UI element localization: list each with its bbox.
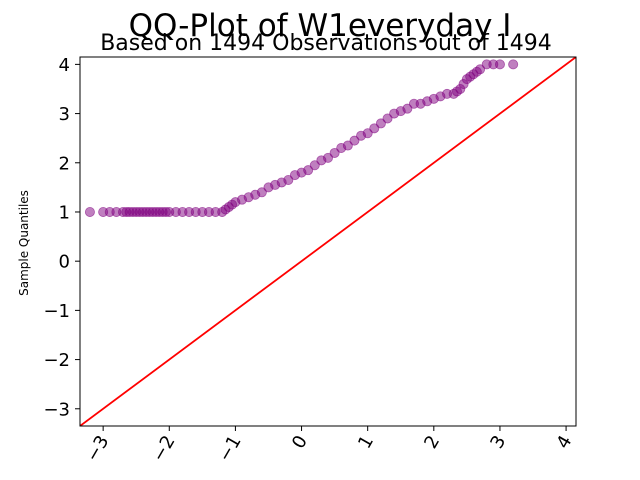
- y-tick-label: 3: [59, 104, 70, 125]
- x-tick-label: −2: [148, 432, 179, 465]
- data-point: [309, 160, 320, 171]
- data-point: [382, 113, 393, 124]
- y-tick-label: −2: [43, 350, 70, 371]
- chart-title: QQ-Plot of W1everyday I: [129, 8, 512, 44]
- data-point: [494, 59, 505, 70]
- data-point: [349, 135, 360, 146]
- x-tick-label: 2: [420, 432, 444, 452]
- data-point: [508, 59, 519, 70]
- x-tick-label: −3: [82, 432, 113, 465]
- data-point: [369, 123, 380, 134]
- y-axis-label: Sample Quantiles: [17, 190, 31, 296]
- data-point: [283, 174, 294, 185]
- plot-area: −3 −2 −1 0 1 2 3 4 −3 −2 −1 0 1 2 3 4: [43, 55, 577, 465]
- data-layer: [80, 57, 576, 426]
- plot-frame: [79, 56, 577, 427]
- data-point: [329, 147, 340, 158]
- data-point: [375, 118, 386, 129]
- y-tick-label: −1: [43, 301, 70, 322]
- x-tick-label: 1: [354, 432, 378, 452]
- data-point: [322, 152, 333, 163]
- x-tick-label: 3: [486, 432, 510, 452]
- data-point: [256, 187, 267, 198]
- y-tick-label: 4: [59, 55, 70, 76]
- y-tick-label: 1: [59, 202, 70, 223]
- x-tick-label: −1: [214, 432, 245, 465]
- x-tick-label: 0: [288, 432, 312, 452]
- y-tick-label: 2: [59, 153, 70, 174]
- x-tick-label: 4: [552, 432, 576, 452]
- y-tick-label: 0: [59, 252, 70, 273]
- data-point: [402, 103, 413, 114]
- data-point: [362, 128, 373, 139]
- data-point: [475, 64, 486, 75]
- data-point: [84, 206, 95, 217]
- data-point: [303, 165, 314, 176]
- reference-line: [80, 57, 576, 426]
- chart-subtitle: Based on 1494 Observations out of 1494: [100, 31, 552, 56]
- y-tick-label: −3: [43, 399, 70, 420]
- data-point: [342, 140, 353, 151]
